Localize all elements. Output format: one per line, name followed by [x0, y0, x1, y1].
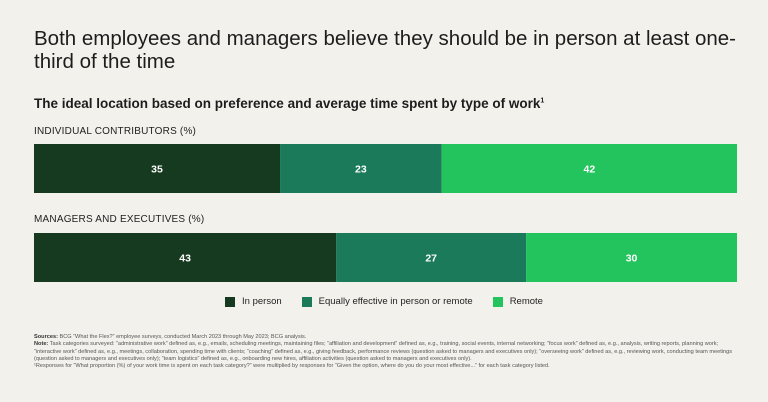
bar-segment-managers-executives-equally-effective [336, 233, 527, 282]
legend-swatch-remote [492, 296, 503, 307]
headline: Both employees and managers believe they… [34, 27, 737, 73]
subtitle-footnote-marker: 1 [540, 97, 545, 105]
bar-individual-contributors: 35 23 42 [34, 144, 737, 193]
legend-label-in-person: In person [242, 296, 282, 307]
data-label-individual-contributors-in-person: 35 [151, 164, 163, 176]
sources-label: Sources: [34, 334, 58, 340]
legend-swatch-in-person [225, 296, 236, 307]
chart-notes: Sources: BCG “What the Flex?” employee s… [34, 334, 746, 370]
legend-label-remote: Remote [509, 296, 543, 307]
bar-segment-individual-contributors-remote [441, 144, 737, 193]
bar-segment-managers-executives-in-person [34, 233, 337, 282]
bar-managers-executives: 43 27 30 [34, 233, 737, 282]
data-label-individual-contributors-remote: 42 [584, 164, 596, 176]
note-label: Note: [34, 341, 49, 348]
data-label-managers-executives-in-person: 43 [179, 253, 191, 265]
note-text: Task categories surveyed: “administrativ… [34, 341, 733, 362]
group-label-managers-executives: MANAGERS AND EXECUTIVES (%) [34, 214, 205, 225]
bar-segment-individual-contributors-equally-effective [280, 144, 442, 193]
legend-swatch-equally-effective [301, 296, 312, 307]
legend-item-equally-effective: Equally effective in person or remote [301, 296, 473, 307]
chart-subtitle-text: The ideal location based on preference a… [34, 96, 541, 111]
legend-label-equally-effective: Equally effective in person or remote [318, 296, 473, 307]
bar-segment-individual-contributors-in-person [34, 144, 281, 193]
sources-line: Sources: BCG “What the Flex?” employee s… [34, 334, 746, 341]
legend-item-remote: Remote [492, 296, 543, 307]
chart-subtitle: The ideal location based on preference a… [34, 96, 544, 111]
chart-legend: In person Equally effective in person or… [0, 296, 768, 307]
sources-text: BCG “What the Flex?” employee surveys, c… [59, 334, 307, 340]
bar-segment-managers-executives-remote [526, 233, 737, 282]
note-line: Note: Task categories surveyed: “adminis… [34, 341, 746, 363]
data-label-individual-contributors-equally-effective: 23 [355, 164, 367, 176]
data-label-managers-executives-remote: 30 [626, 253, 638, 265]
data-label-managers-executives-equally-effective: 27 [425, 253, 437, 265]
legend-item-in-person: In person [225, 296, 282, 307]
footnote-line: ¹Responses for “What proportion (%) of y… [34, 363, 550, 370]
group-label-individual-contributors: INDIVIDUAL CONTRIBUTORS (%) [34, 126, 197, 137]
